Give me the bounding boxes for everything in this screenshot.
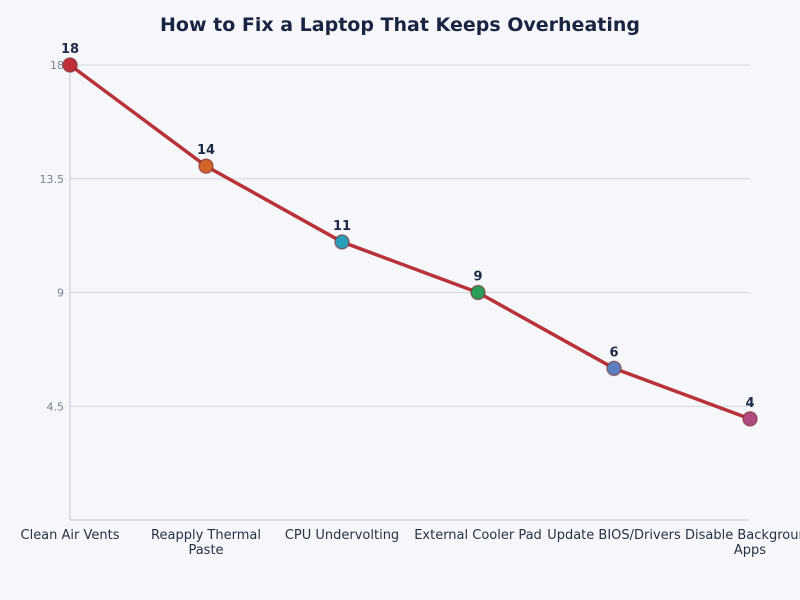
y-tick-label: 13.5 — [40, 173, 65, 186]
x-tick-label: Update BIOS/Drivers — [547, 528, 681, 543]
data-point — [62, 57, 78, 73]
data-point — [334, 234, 350, 250]
data-point — [198, 158, 214, 174]
x-tick-label: Disable BackgroundApps — [685, 528, 800, 558]
x-tick-label: CPU Undervolting — [285, 528, 399, 543]
data-label: 6 — [609, 345, 618, 360]
chart-title: How to Fix a Laptop That Keeps Overheati… — [160, 14, 640, 36]
y-tick-label: 4.5 — [47, 400, 65, 413]
data-label: 4 — [745, 396, 754, 411]
x-tick-label: External Cooler Pad — [414, 528, 542, 543]
data-label: 11 — [333, 219, 351, 234]
data-label: 9 — [473, 270, 482, 285]
x-tick-label: Reapply Thermal Paste — [151, 528, 261, 558]
y-tick-label: 18 — [50, 59, 64, 72]
data-label: 14 — [197, 143, 215, 158]
series-line — [68, 63, 751, 421]
data-point — [606, 360, 622, 377]
y-tick-label: 9 — [57, 287, 64, 300]
data-point — [742, 411, 758, 427]
data-label: 18 — [61, 42, 79, 57]
data-point — [470, 284, 486, 301]
x-tick-label: Clean Air Vents — [21, 528, 120, 543]
